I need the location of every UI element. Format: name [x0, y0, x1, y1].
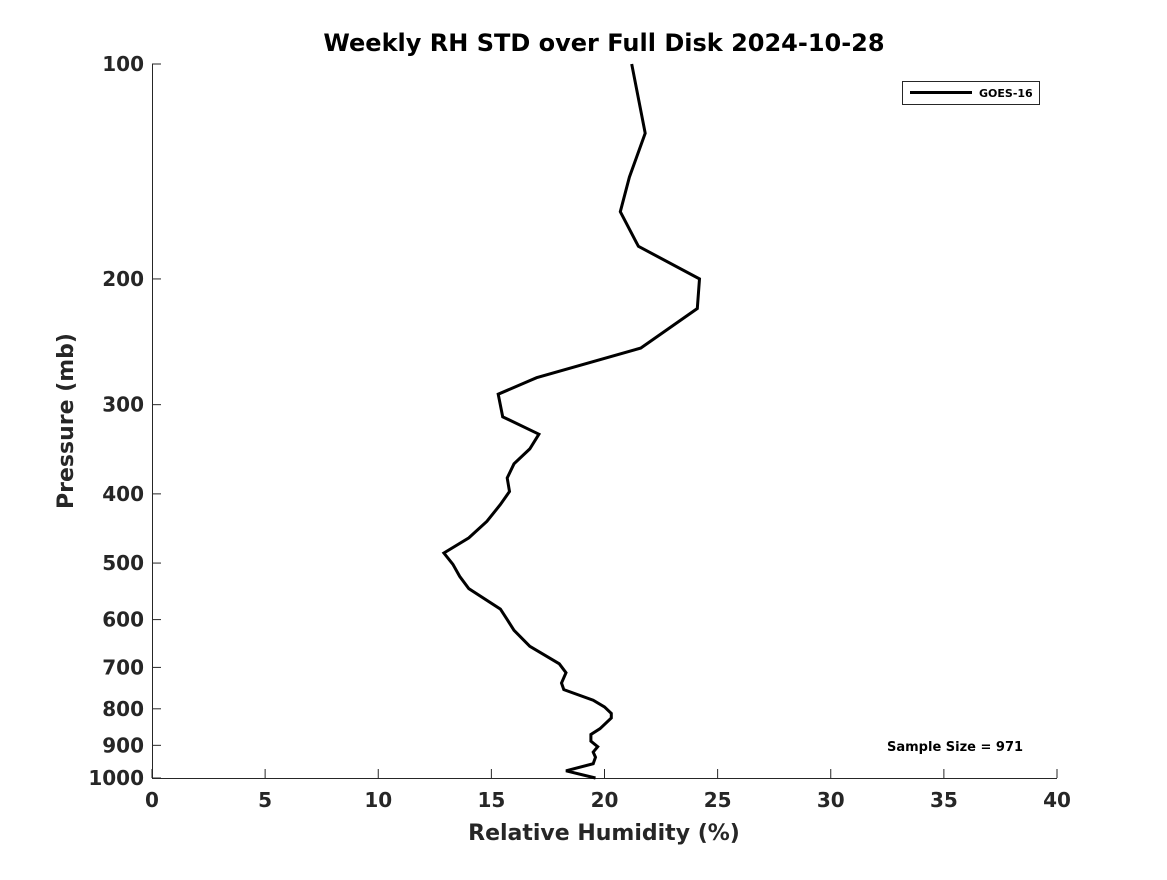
series-line-goes-16 [441, 63, 702, 780]
x-tick-label: 35 [930, 788, 958, 812]
sample-size-annotation: Sample Size = 971 [887, 740, 1023, 755]
y-ticks: 100 200 300 400 500 600 700 800 900 1000 [88, 52, 161, 790]
y-tick-label: 100 [102, 52, 144, 76]
x-tick-label: 5 [258, 788, 272, 812]
series-layer [441, 63, 702, 780]
x-tick-label: 20 [591, 788, 619, 812]
x-tick-label: 30 [817, 788, 845, 812]
y-axis-label: Pressure (mb) [54, 333, 79, 509]
x-ticks: 0 5 10 15 20 25 30 35 40 [145, 769, 1071, 812]
y-tick-label: 1000 [88, 766, 144, 790]
axes [152, 64, 1057, 779]
x-tick-label: 0 [145, 788, 159, 812]
x-tick-label: 40 [1043, 788, 1071, 812]
legend-entry-goes-16: GOES-16 [979, 87, 1033, 100]
y-tick-label: 400 [102, 482, 144, 506]
legend: GOES-16 [902, 81, 1040, 105]
y-tick-label: 800 [102, 697, 144, 721]
chart-title: Weekly RH STD over Full Disk 2024-10-28 [323, 29, 884, 57]
x-tick-label: 15 [477, 788, 505, 812]
y-tick-label: 300 [102, 393, 144, 417]
y-tick-label: 700 [102, 655, 144, 679]
y-tick-label: 500 [102, 551, 144, 575]
y-tick-label: 200 [102, 267, 144, 291]
x-tick-label: 10 [364, 788, 392, 812]
y-tick-label: 600 [102, 608, 144, 632]
y-tick-label: 900 [102, 733, 144, 757]
x-tick-label: 25 [704, 788, 732, 812]
x-axis-label: Relative Humidity (%) [468, 821, 740, 846]
